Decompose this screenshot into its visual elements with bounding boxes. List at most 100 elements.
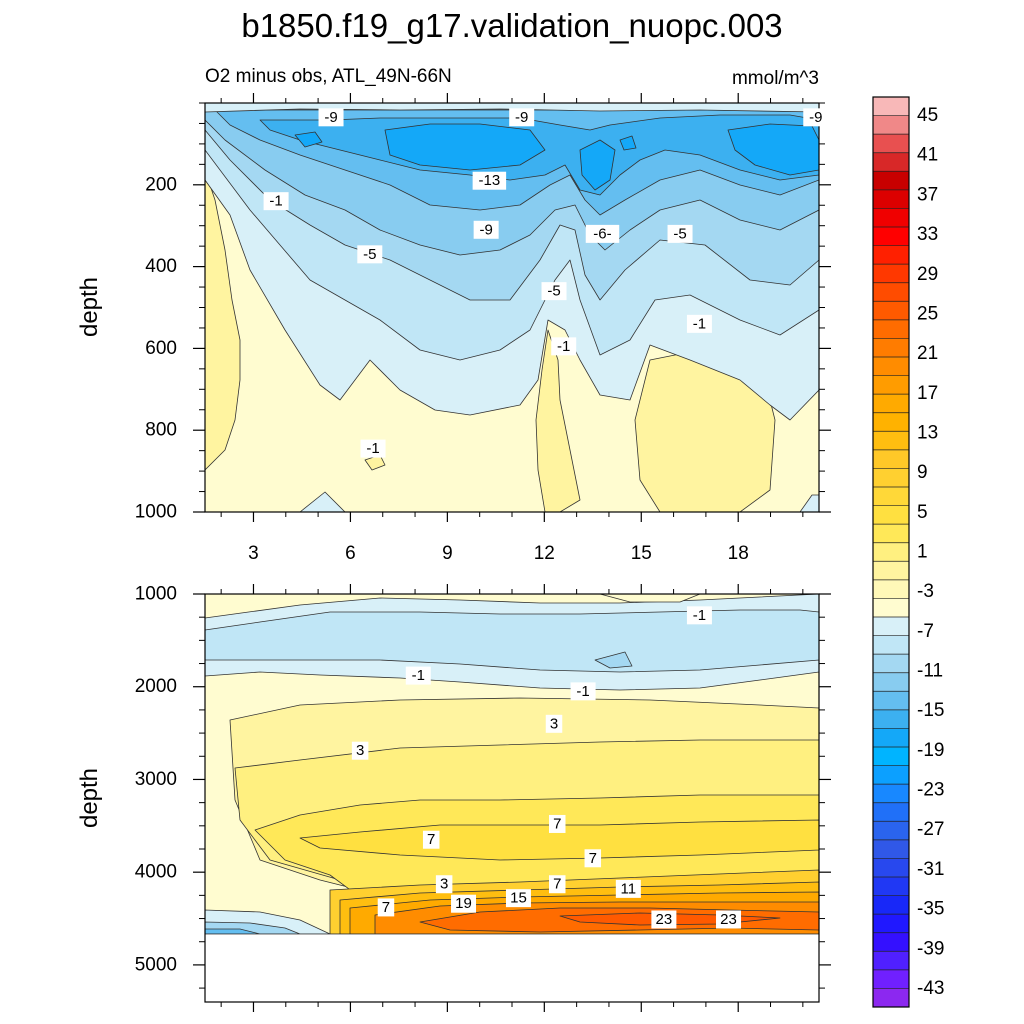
upper-y-axis-label: depth — [76, 277, 103, 337]
upper-contour-band — [727, 123, 819, 176]
colorbar-swatch — [873, 189, 909, 209]
colorbar-swatch — [873, 895, 909, 915]
upper-contour-label: -1 — [360, 439, 386, 458]
upper-contour-band — [205, 169, 241, 471]
upper-contour-label-box — [585, 224, 620, 243]
colorbar-level-label: 25 — [917, 303, 938, 324]
upper-contour-label: -1 — [551, 337, 577, 356]
colorbar-level-label: 29 — [917, 264, 938, 285]
lower-contour-label: 7 — [548, 875, 566, 894]
lower-contour-label-box — [451, 894, 477, 913]
lower-contour-label: 7 — [377, 898, 395, 917]
colorbar-swatch — [873, 505, 909, 525]
upper-contour-label-box — [686, 314, 712, 333]
upper-contour-label-text: -5 — [547, 283, 560, 300]
lower-contour-label-text: -1 — [412, 667, 425, 684]
upper-y-tick-label: 600 — [145, 338, 177, 359]
upper-contour-label-box — [318, 108, 344, 127]
colorbar-level-label: -39 — [917, 938, 944, 959]
upper-contour-band — [579, 139, 616, 191]
upper-contour-band — [535, 329, 581, 512]
colorbar-swatch — [873, 709, 909, 729]
lower-contour-label: 23 — [651, 910, 677, 929]
upper-contour-label: -5 — [667, 224, 693, 243]
upper-contour-label-box — [509, 108, 535, 127]
colorbar-level-label: -15 — [917, 700, 944, 721]
upper-x-tick-label: 18 — [728, 543, 749, 564]
colorbar-swatch — [873, 375, 909, 395]
colorbar-swatch — [873, 617, 909, 636]
colorbar-swatch — [873, 282, 909, 302]
upper-contour-label-text: -6- — [593, 225, 611, 242]
lower-axes: 1000 2000 3000 4000 5000 — [135, 584, 831, 1012]
colorbar-swatch — [873, 821, 909, 841]
lower-contour-label: 3 — [435, 875, 453, 894]
colorbar-swatch — [873, 227, 909, 246]
upper-y-tick-label: 400 — [145, 256, 177, 277]
lower-contour-label-box — [548, 875, 566, 894]
upper-contour-label: -13 — [472, 171, 507, 190]
colorbar-swatch — [873, 579, 909, 599]
units-label: mmol/m^3 — [732, 68, 819, 89]
colorbar-level-label: 17 — [917, 383, 938, 404]
lower-y-tick-label: 4000 — [135, 862, 177, 883]
colorbar-swatch — [873, 784, 909, 804]
colorbar-level-label: 21 — [917, 343, 938, 364]
lower-contour-label-text: 23 — [656, 911, 673, 928]
colorbar-swatch — [873, 747, 909, 766]
colorbar-swatch — [873, 357, 909, 376]
upper-contour-label-text: -1 — [366, 440, 379, 457]
upper-y-tick-label: 1000 — [135, 502, 177, 523]
lower-contour-label-box — [405, 666, 431, 685]
colorbar-swatch — [873, 115, 909, 135]
colorbar-swatch — [873, 877, 909, 896]
colorbar-swatch — [873, 468, 909, 488]
colorbar-swatch — [873, 208, 909, 228]
upper-contour-label: -9 — [803, 108, 829, 127]
colorbar-level-label: 9 — [917, 462, 928, 483]
lower-contour-labels: -1 -1 -1 3 3 7 7 7 3 7 11 15 7 19 23 23 — [351, 606, 742, 929]
colorbar-swatch — [873, 858, 909, 878]
colorbar-level-label: 33 — [917, 224, 938, 245]
upper-contour-label-text: -1 — [269, 193, 282, 210]
colorbar-swatch — [873, 301, 909, 321]
upper-contour-band — [205, 103, 819, 113]
lower-contour-label-box — [545, 714, 563, 733]
lower-contour-label: -1 — [570, 682, 596, 701]
lower-contour-label-box — [422, 830, 440, 849]
lower-contour-label-box — [686, 606, 712, 625]
colorbar-swatch — [873, 394, 909, 414]
figure-title: b1850.f19_g17.validation_nuopc.003 — [241, 7, 782, 44]
upper-contour-label: -5 — [357, 245, 383, 264]
lower-contour-label-text: 7 — [589, 850, 597, 867]
lower-contour-label: 19 — [451, 894, 477, 913]
lower-contour-label-text: 7 — [427, 831, 435, 848]
colorbar-level-label: -19 — [917, 740, 944, 761]
upper-x-tick-label: 6 — [345, 543, 356, 564]
lower-contour-label-box — [351, 741, 369, 760]
colorbar-level-label: 1 — [917, 542, 928, 563]
upper-contour-label-box — [473, 220, 499, 239]
lower-y-tick-label: 5000 — [135, 954, 177, 975]
upper-contour-band — [299, 491, 819, 512]
upper-axes: 3 6 9 12 15 18 200 400 600 800 1000 — [135, 93, 831, 564]
colorbar-swatch — [873, 914, 909, 934]
colorbar-level-label: 45 — [917, 105, 938, 126]
upper-contour-label: -9 — [473, 220, 499, 239]
lower-contour-label: 3 — [351, 741, 369, 760]
upper-contour-label-text: -9 — [324, 109, 337, 126]
lower-contour-label-box — [548, 814, 566, 833]
colorbar-swatch — [873, 932, 909, 952]
colorbar-swatch — [873, 412, 909, 432]
upper-contour-band — [619, 135, 637, 151]
upper-contour-label-text: -9 — [479, 221, 492, 238]
colorbar-level-label: -27 — [917, 819, 944, 840]
upper-contour-label: -9 — [318, 108, 344, 127]
colorbar-swatch — [873, 839, 909, 859]
colorbar-swatch — [873, 245, 909, 265]
lower-contour-label: 3 — [545, 714, 563, 733]
lower-contour-label: 7 — [548, 814, 566, 833]
lower-contour-band — [594, 651, 633, 669]
colorbar-swatch — [873, 449, 909, 469]
colorbar-level-label: 5 — [917, 502, 928, 523]
